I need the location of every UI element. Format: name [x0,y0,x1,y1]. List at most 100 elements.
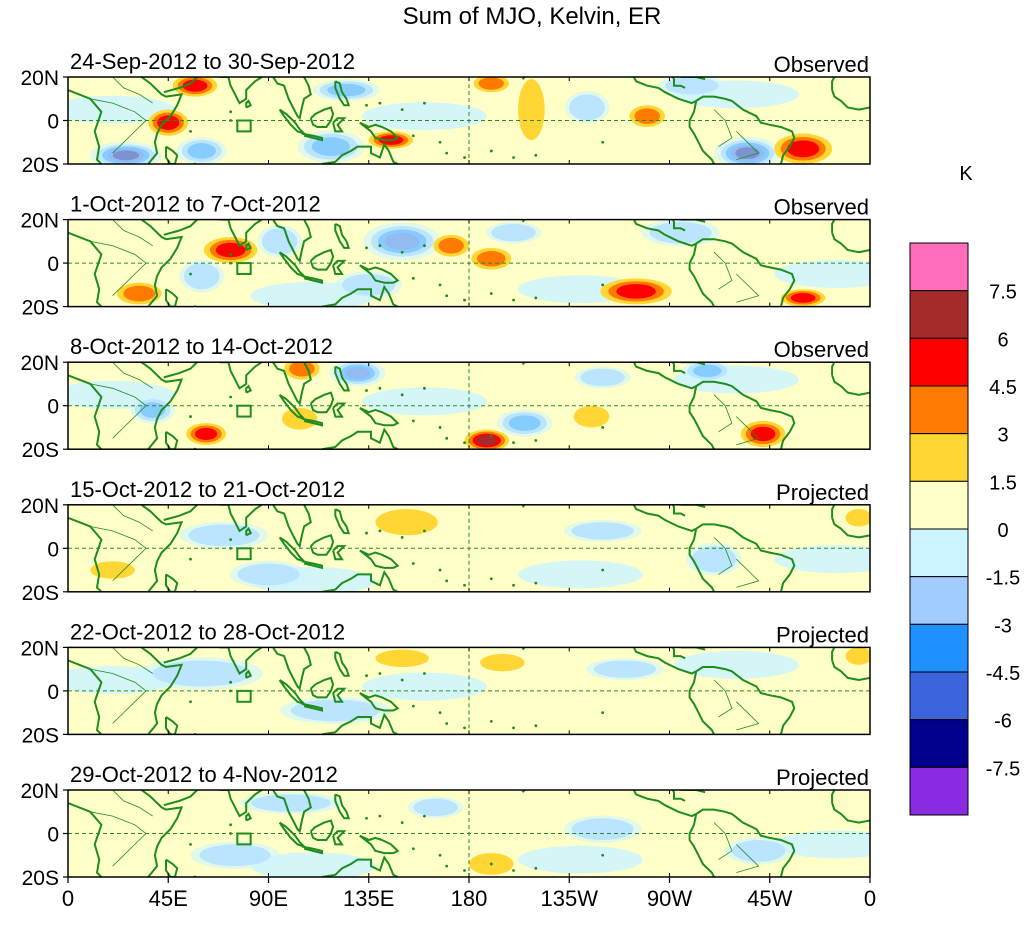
island-dot [463,583,466,587]
coastline [680,362,706,366]
island-dot [400,536,404,539]
anomaly-halo [313,79,380,101]
coastline [163,219,198,236]
island-dot [229,680,233,684]
colorbar-swatch [909,576,969,625]
coastline [245,812,253,822]
panel-field [68,362,870,450]
field-texture-patch [518,560,643,589]
coastline [301,132,323,142]
coastline [321,569,399,592]
x-axis: 0 45E 90E 135E 180 135W 90W 45W 0 [62,877,876,911]
colorbar: K 7.5 6 4.5 3 1.5 0 -1.5 -3 -4.5 -6 -7.5 [909,163,1020,816]
y-tick-label: 20N [20,780,59,803]
anomaly-halo [564,91,610,124]
coastline [359,406,400,427]
island-dot [189,129,192,133]
coastline [511,786,513,788]
field-texture-patch [774,545,870,574]
panel-1: 20N 0 20S 24-Sep-2012 to 30-Sep-2012 Observe… [20,49,871,177]
coastline [334,80,351,107]
anomaly-halo [641,219,720,247]
island-dot [512,726,515,730]
coastline [309,676,335,699]
panel-2: 20N 0 20S 1-Oct-2012 to 7-Oct-2012 Observed [20,192,871,320]
coastline [163,362,198,379]
island-dot [378,101,382,105]
anomaly-halo [179,521,269,549]
coastline [245,527,253,537]
reference-box [236,262,252,275]
colorbar-units-label: K [959,163,973,185]
country-border [736,131,760,160]
coastline [219,504,263,533]
coastline [272,647,312,691]
anomaly-blob [639,111,655,121]
panel-4: 20N 0 20S 15-Oct-2012 to 21-Oct-2012 Project… [20,477,871,605]
colorbar-label: 3 [997,425,1008,447]
coastline [163,790,198,807]
coastline [633,504,697,532]
anomaly-halo [257,225,302,258]
island-dot [601,283,605,287]
island-dot [365,103,368,107]
anomaly-halo [179,259,224,293]
island-dot [534,439,538,442]
coastline [332,402,347,418]
x-tick-label: 90E [249,886,288,911]
coastline [633,77,697,105]
coastline [334,508,351,535]
coastline [695,666,796,735]
island-dot [601,426,605,429]
anomaly-blob [624,287,648,296]
island-dot [423,529,426,533]
country-border [112,219,153,247]
colorbar-label: 4.5 [989,377,1017,399]
island-dot [534,153,538,157]
island-dot [601,711,605,715]
coastline [688,671,715,735]
coastline [163,504,198,521]
island-dot [365,531,368,535]
x-tick-label: 90W [647,886,692,911]
island-dot [189,557,192,561]
island-dot [411,562,415,565]
coastline [140,790,184,877]
country-border [713,537,733,575]
country-border [112,790,153,817]
y-tick-label: 20N [20,352,59,375]
island-dot [512,441,515,445]
coastline [633,647,697,675]
island-dot [229,823,233,827]
anomaly-blob [850,650,867,662]
island-dot [512,156,515,159]
island-dot [423,672,426,675]
chart-title: Sum of MJO, Kelvin, ER [403,3,662,30]
island-dot [445,579,449,583]
coastline [633,219,697,247]
island-dot [512,298,515,302]
island-dot [365,246,368,250]
coastline [309,248,335,271]
coastline [831,517,870,539]
island-dot [445,151,449,155]
coastline [359,264,400,284]
island-dot [423,244,426,248]
anomaly-halo [563,520,642,542]
coastline [321,712,399,735]
colorbar-swatch [909,719,969,768]
coastline [688,813,715,877]
coastline [321,284,399,307]
coastline [219,790,263,818]
coastline [359,549,400,569]
reference-box [236,832,252,846]
country-border [736,416,760,446]
x-tick-label: 0 [62,886,74,911]
anomaly-halo [686,542,742,576]
coastline [163,647,198,664]
island-dot [229,253,233,256]
panel-5: 20N 0 20S 22-Oct-2012 to 28-Oct-2012 Project… [20,619,871,747]
colorbar-label: 1.5 [989,472,1017,494]
panel-field [68,786,870,877]
coastline [831,89,870,111]
